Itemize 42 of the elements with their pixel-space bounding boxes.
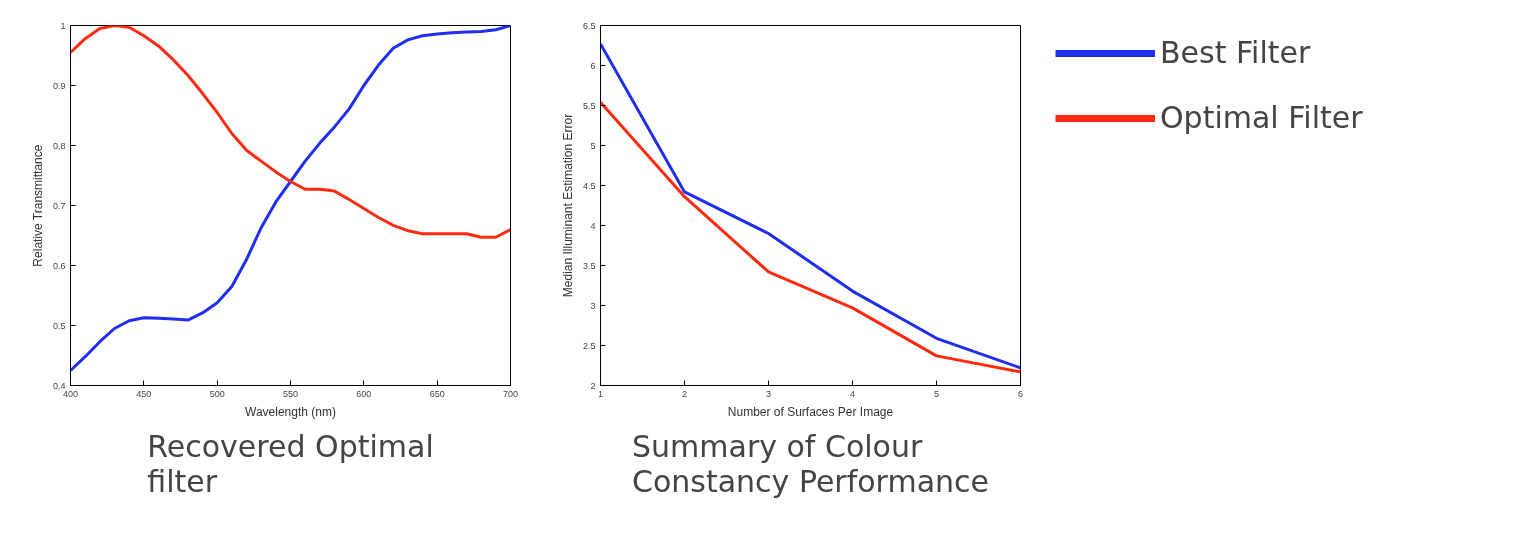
line-series [600,100,1021,374]
y-axis-title: Median Illuminant Estimation Error [560,113,575,298]
x-tick-label: 700 [502,388,519,399]
y-tick-label: 6.5 [582,20,596,31]
x-tick-label: 1 [598,388,604,399]
y-tick-label: 4 [590,220,596,231]
x-tick-label: 2 [682,388,688,399]
y-tick-label: 2.5 [582,340,596,351]
line-series [600,42,1021,370]
y-axis-title: Relative Transmittance [30,144,45,267]
y-tick-label: 0.8 [52,140,66,151]
y-tick-label: 1 [60,20,66,31]
y-tick-label: 3.5 [582,260,596,271]
x-tick-label: 600 [356,388,372,399]
y-tick-label: 0.4 [52,380,66,391]
x-tick-label: 3 [766,388,772,399]
legend-label: Best Filter [1160,35,1311,70]
x-axis-title: Number of Surfaces Per Image [727,404,894,419]
text: Recovered Optimal filter [147,428,434,499]
x-tick-label: 450 [136,388,152,399]
y-tick-label: 6 [590,60,596,71]
legend-label: Optimal Filter [1160,100,1363,135]
y-tick-label: 0.9 [52,80,66,91]
x-axis-title: Wavelength (nm) [245,404,336,419]
y-tick-label: 5 [590,140,596,151]
x-tick-label: 650 [429,388,445,399]
x-tick-label: 500 [209,388,225,399]
y-tick-label: 0.7 [52,200,66,211]
y-tick-label: 0.5 [52,320,66,331]
y-tick-label: 4.5 [582,180,596,191]
y-tick-label: 3 [590,300,596,311]
x-tick-label: 5 [934,388,940,399]
line-series [70,25,511,239]
x-tick-label: 6 [1018,388,1024,399]
text: Summary of Colour Constancy Performance [632,428,989,499]
y-tick-label: 5.5 [582,100,596,111]
line-series [70,25,511,372]
x-tick-label: 4 [850,388,856,399]
y-tick-label: 2 [590,380,596,391]
x-tick-label: 550 [282,388,299,399]
x-tick-label: 400 [62,388,79,399]
y-tick-label: 0.6 [52,260,66,271]
